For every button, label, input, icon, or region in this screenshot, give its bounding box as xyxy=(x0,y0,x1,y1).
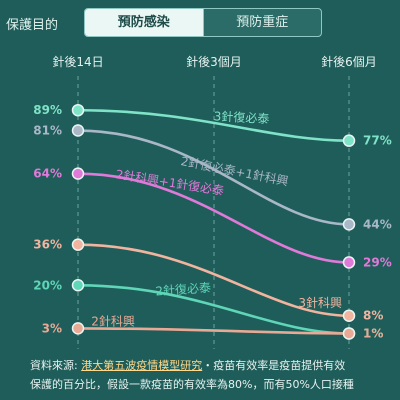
series-start-point-0 xyxy=(71,103,85,117)
series-name-label-5: 2針科興 xyxy=(91,314,135,329)
series-line-1 xyxy=(76,129,351,226)
protect-purpose-label: 保護目的 xyxy=(6,18,59,33)
series-end-point-5 xyxy=(342,327,356,340)
series-end-point-1 xyxy=(342,218,356,231)
series-start-label-0: 89% xyxy=(33,103,62,117)
series-end-label-4: 1% xyxy=(363,326,383,340)
series-start-label-3: 36% xyxy=(33,238,62,252)
footer-note: 資料來源: 港大第五波疫情模型研究・疫苗有效率是疫苗提供有效 保護的百分比，假設… xyxy=(30,356,396,400)
source-link[interactable]: 港大第五波疫情模型研究 xyxy=(81,359,203,372)
series-start-label-4: 20% xyxy=(33,278,62,292)
series-name-label-4: 2針復必泰 xyxy=(155,280,212,299)
series-end-label-2: 29% xyxy=(363,255,392,269)
series-name-label-3: 3針科興 xyxy=(298,295,342,310)
purpose-tab-group: 預防感染 預防重症 xyxy=(84,8,322,37)
series-end-label-5: 1% xyxy=(363,326,383,340)
x-tick-label-2: 針後6個月 xyxy=(321,54,377,69)
series-start-point-3 xyxy=(71,238,85,251)
series-line-0 xyxy=(76,108,351,142)
series-end-label-1: 44% xyxy=(363,217,392,231)
series-start-point-1 xyxy=(71,124,85,137)
series-line-3 xyxy=(76,243,351,318)
series-end-point-0 xyxy=(342,134,356,147)
series-line-5 xyxy=(76,327,351,335)
series-start-point-5 xyxy=(71,322,85,335)
series-name-label-0: 3針復必泰 xyxy=(213,108,269,126)
footer-line-2: 保護的百分比，假設一款疫苗的有效率為80%，而有50%人口接種 xyxy=(30,378,354,391)
x-tick-label-1: 針後3個月 xyxy=(186,54,242,69)
x-tick-label-0: 針後14日 xyxy=(52,54,103,69)
series-start-point-2 xyxy=(71,167,85,180)
series-start-label-2: 64% xyxy=(33,167,62,181)
series-end-label-0: 77% xyxy=(363,134,392,148)
series-line-4 xyxy=(76,283,351,335)
efficacy-chart: 針後14日 針後3個月 針後6個月 89% 77% 3針復必泰 81% 44% 2針復必泰+1針… xyxy=(0,44,400,354)
series-end-label-3: 8% xyxy=(363,309,383,323)
tab-prevent-infection[interactable]: 預防感染 xyxy=(85,9,204,36)
tab-prevent-severe[interactable]: 預防重症 xyxy=(236,15,289,30)
series-start-point-4 xyxy=(71,279,85,292)
series-end-point-2 xyxy=(342,256,356,269)
footer-line1-text: ・疫苗有效率是疫苗提供有效 xyxy=(202,359,346,372)
header-bar: 保護目的 預防感染 預防重症 xyxy=(0,0,400,44)
series-start-label-1: 81% xyxy=(33,124,62,138)
footer-line-1: 資料來源: 港大第五波疫情模型研究・疫苗有效率是疫苗提供有效 xyxy=(30,356,396,375)
chart-svg: 針後14日 針後3個月 針後6個月89%77%3針復必泰81%44%2針復必泰+1針… xyxy=(0,44,400,354)
series-end-point-3 xyxy=(342,309,356,322)
footer-prefix: 資料來源: xyxy=(30,359,82,372)
series-line-2 xyxy=(76,172,351,264)
series-start-label-5: 3% xyxy=(42,321,62,335)
